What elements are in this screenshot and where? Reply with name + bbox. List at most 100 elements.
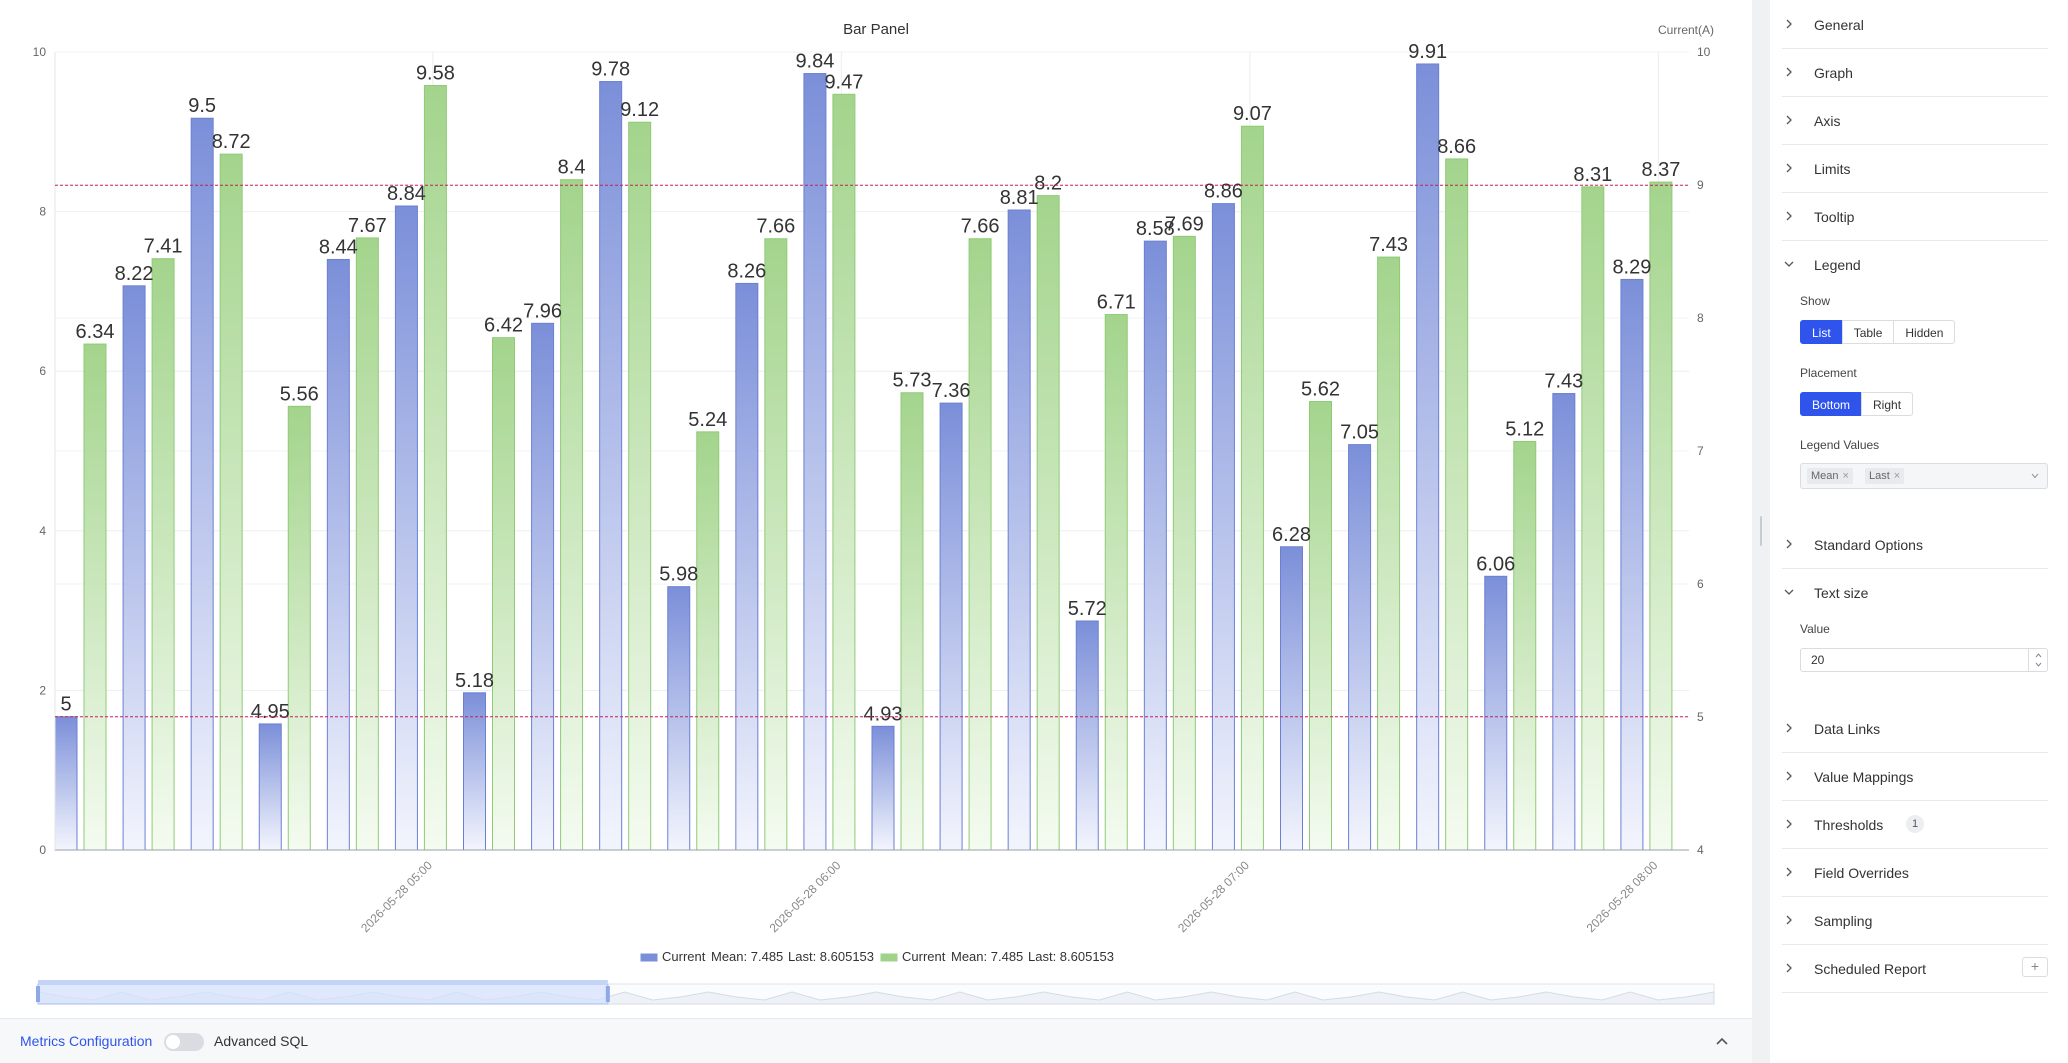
zoom-window-top[interactable]	[38, 980, 608, 984]
bar-series-1[interactable]	[939, 402, 963, 851]
legend-last-value: Last: 8.605153	[788, 949, 874, 964]
bar-series-2[interactable]	[1172, 235, 1196, 851]
left-axis-tick-label: 6	[39, 364, 46, 378]
bar-series-1[interactable]	[599, 81, 623, 851]
legend-placement-right[interactable]: Right	[1861, 392, 1914, 416]
bar-series-2[interactable]	[1104, 314, 1128, 851]
section-standard-options[interactable]: Standard Options	[1782, 521, 2048, 569]
right-axis-tick-label: 6	[1697, 577, 1704, 591]
advanced-sql-toggle[interactable]	[164, 1033, 204, 1051]
section-field-overrides[interactable]: Field Overrides	[1782, 849, 2048, 897]
bar-series-1[interactable]	[1211, 203, 1235, 851]
bar-series-1[interactable]	[1484, 575, 1508, 851]
section-data-links[interactable]: Data Links	[1782, 705, 2048, 753]
splitter-grip[interactable]	[1760, 516, 1762, 546]
legend-values-label: Legend Values	[1800, 438, 1880, 452]
section-tooltip[interactable]: Tooltip	[1782, 193, 2048, 241]
bar-series-1[interactable]	[54, 716, 78, 851]
bar-series-1[interactable]	[1348, 444, 1372, 851]
section-scheduled-report[interactable]: Scheduled Report +	[1782, 945, 2048, 993]
bar-series-1[interactable]	[667, 586, 691, 851]
bar-series-1[interactable]	[1280, 546, 1303, 851]
bar-series-2[interactable]	[287, 405, 311, 851]
section-value-mappings[interactable]: Value Mappings	[1782, 753, 2048, 801]
section-axis[interactable]: Axis	[1782, 97, 2048, 145]
bar-series-2[interactable]	[355, 237, 379, 851]
bar-series-1[interactable]	[1075, 620, 1099, 851]
panel-splitter[interactable]	[1752, 0, 1770, 1063]
tag-mean: Mean ×	[1807, 468, 1853, 484]
bar-series-1[interactable]	[122, 285, 146, 851]
bar-series-2[interactable]	[83, 343, 107, 851]
zoom-window[interactable]	[37, 983, 609, 1005]
section-thresholds[interactable]: Thresholds 1	[1782, 801, 2048, 849]
bar-series-2[interactable]	[1513, 440, 1537, 851]
bar-series-1[interactable]	[394, 205, 418, 851]
bar-series-1[interactable]	[1416, 63, 1440, 851]
bar-series-1[interactable]	[258, 723, 282, 851]
zoom-handle-left[interactable]	[36, 986, 40, 1002]
bar-series-2[interactable]	[696, 431, 720, 851]
bar-series-2[interactable]	[1036, 195, 1060, 851]
bar-series-2[interactable]	[1377, 256, 1401, 851]
bar-series-2[interactable]	[151, 258, 175, 851]
section-graph[interactable]: Graph	[1782, 49, 2048, 97]
bar-series-2[interactable]	[219, 153, 243, 851]
bar-series-1[interactable]	[1007, 209, 1031, 851]
chevron-right-icon	[1786, 867, 1792, 877]
bar-series-1[interactable]	[735, 282, 759, 851]
metrics-configuration-link[interactable]: Metrics Configuration	[20, 1033, 153, 1049]
legend-show-hidden[interactable]: Hidden	[1893, 320, 1956, 344]
bar-data-label: 9.47	[824, 71, 863, 93]
text-size-input[interactable]	[1800, 648, 2048, 672]
bar-series-1[interactable]	[326, 258, 350, 851]
bar-series-2[interactable]	[1240, 125, 1264, 851]
bar-series-2[interactable]	[832, 93, 856, 851]
bar-series-1[interactable]	[1620, 278, 1644, 851]
bar-series-2[interactable]	[492, 337, 515, 851]
bar-series-2[interactable]	[1309, 401, 1332, 851]
bar-series-2[interactable]	[968, 238, 992, 851]
section-legend[interactable]: Legend	[1782, 241, 2048, 289]
section-title: Value Mappings	[1814, 769, 1914, 785]
bar-series-1[interactable]	[531, 322, 555, 851]
legend-values-select[interactable]: Mean × Last ×	[1800, 463, 2048, 489]
close-icon[interactable]: ×	[1893, 470, 1901, 482]
chevron-right-icon	[1786, 115, 1792, 125]
bar-data-label: 7.66	[756, 216, 795, 238]
bar-data-label: 8.86	[1204, 181, 1243, 203]
bar-series-2[interactable]	[1445, 158, 1469, 851]
bar-data-label: 7.43	[1369, 234, 1408, 256]
bar-data-label: 8.44	[319, 236, 358, 258]
bar-series-2[interactable]	[560, 179, 584, 851]
bar-series-2[interactable]	[1649, 181, 1673, 851]
add-report-button[interactable]: +	[2022, 957, 2048, 977]
bar-series-1[interactable]	[1552, 393, 1576, 851]
text-size-stepper[interactable]	[2028, 649, 2048, 671]
chevron-down-icon[interactable]	[2035, 662, 2042, 667]
bar-series-1[interactable]	[190, 117, 214, 851]
bar-series-1[interactable]	[871, 725, 895, 851]
bar-series-2[interactable]	[628, 121, 652, 851]
chart-title: Bar Panel	[843, 21, 909, 38]
bar-series-2[interactable]	[423, 85, 447, 851]
bar-data-label: 9.07	[1233, 103, 1272, 125]
bar-data-label: 5.18	[455, 670, 494, 692]
legend-show-table[interactable]: Table	[1841, 320, 1895, 344]
legend-show-list[interactable]: List	[1800, 320, 1843, 344]
bar-series-1[interactable]	[803, 73, 827, 851]
bar-series-1[interactable]	[1143, 240, 1167, 851]
legend-placement-bottom[interactable]: Bottom	[1800, 392, 1863, 416]
bar-series-2[interactable]	[764, 238, 788, 851]
chevron-up-icon[interactable]	[2035, 653, 2042, 658]
zoom-handle-right[interactable]	[605, 986, 610, 1002]
zoom-slider[interactable]	[36, 980, 1715, 1005]
close-icon[interactable]: ×	[1842, 470, 1849, 482]
section-sampling[interactable]: Sampling	[1782, 897, 2048, 945]
chevron-up-icon[interactable]	[1712, 1031, 1732, 1051]
section-text-size[interactable]: Text size	[1782, 569, 2048, 617]
bar-series-2[interactable]	[900, 392, 924, 851]
bar-series-2[interactable]	[1581, 186, 1605, 851]
section-general[interactable]: General	[1782, 1, 2048, 49]
section-limits[interactable]: Limits	[1782, 145, 2048, 193]
